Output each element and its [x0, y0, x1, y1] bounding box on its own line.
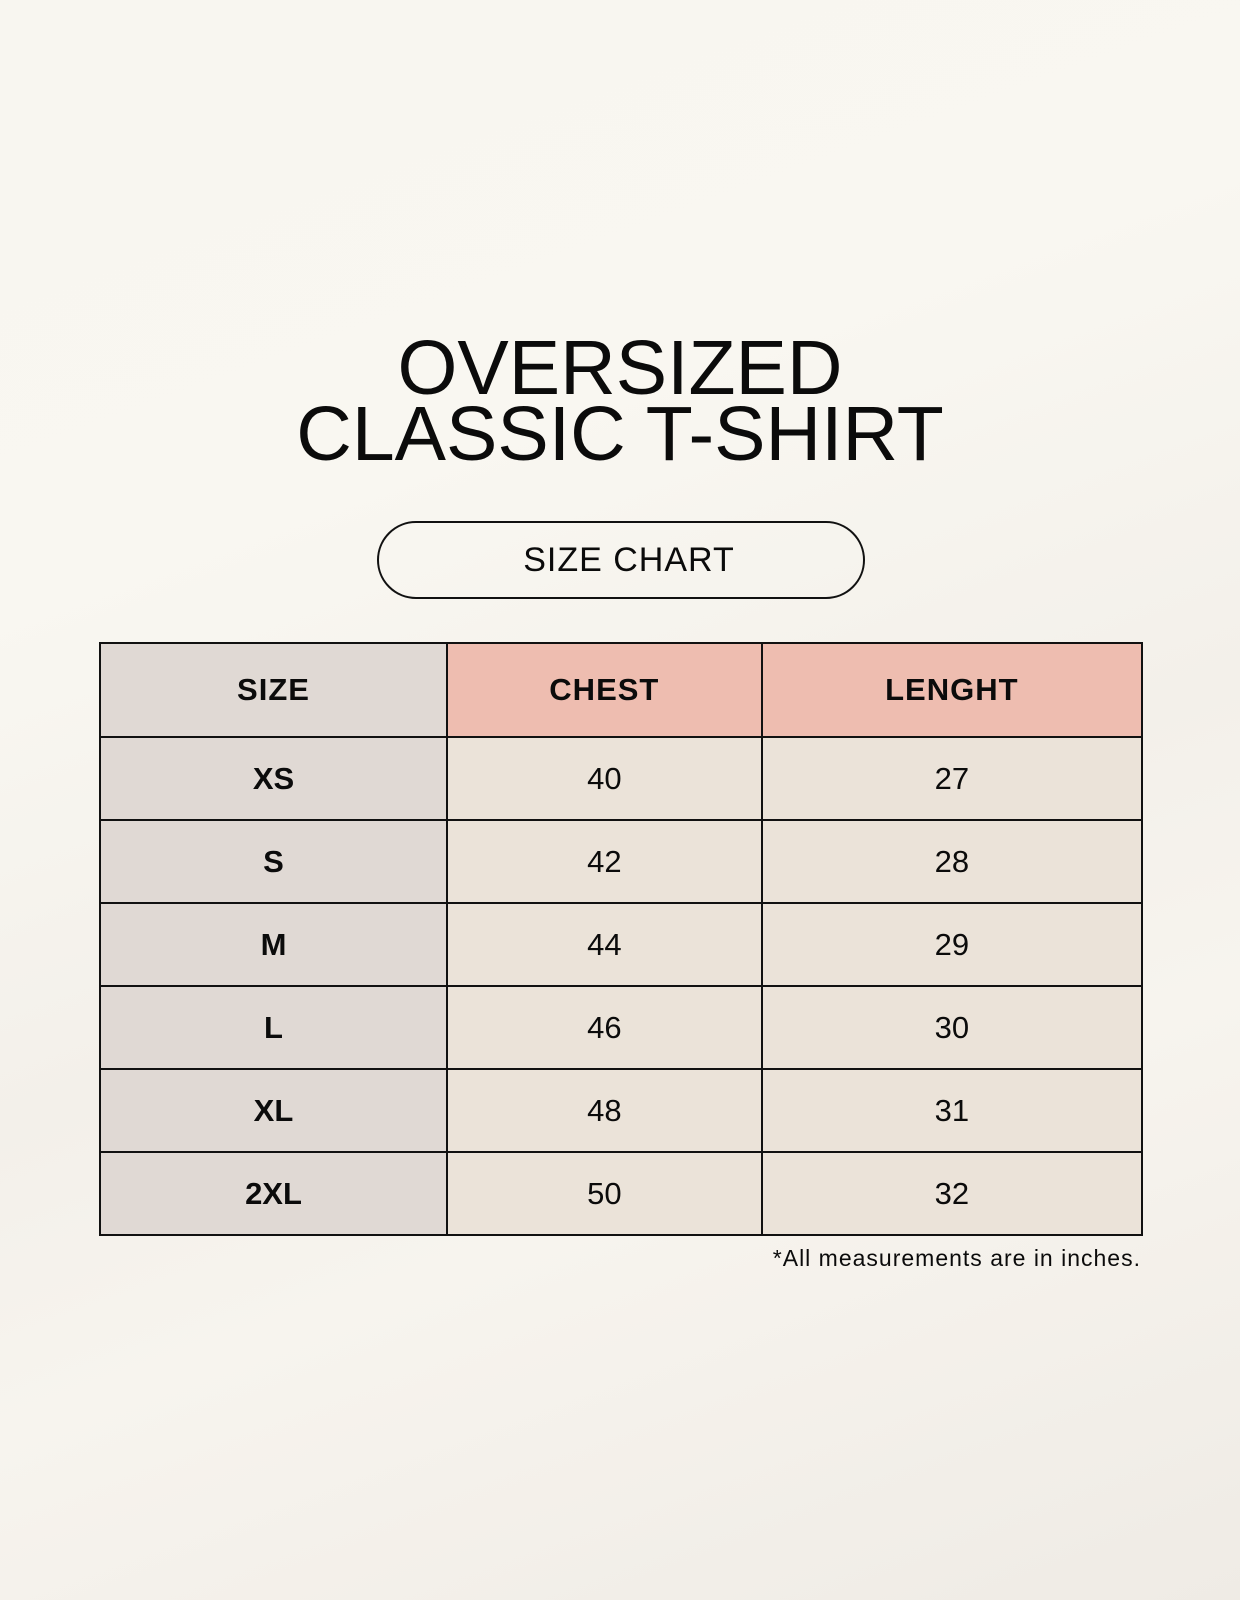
cell-length: 32: [760, 1151, 1144, 1236]
page-title: OVERSIZED CLASSIC T-SHIRT: [0, 325, 1240, 477]
header-chest: CHEST: [445, 642, 763, 738]
table-row: 2XL 50 32: [99, 1151, 1144, 1236]
cell-chest: 46: [445, 985, 763, 1070]
footnote: *All measurements are in inches.: [772, 1245, 1141, 1271]
header-size: SIZE: [99, 642, 448, 738]
title-line-1: OVERSIZED: [397, 325, 843, 411]
header-length: LENGHT: [760, 642, 1144, 738]
cell-size: 2XL: [99, 1151, 448, 1236]
cell-chest: 48: [445, 1068, 763, 1153]
cell-size: XL: [99, 1068, 448, 1153]
cell-chest: 42: [445, 819, 763, 904]
table-row: M 44 29: [99, 902, 1144, 987]
cell-length: 31: [760, 1068, 1144, 1153]
cell-length: 30: [760, 985, 1144, 1070]
cell-length: 27: [760, 736, 1144, 821]
cell-size: S: [99, 819, 448, 904]
cell-size: XS: [99, 736, 448, 821]
cell-length: 29: [760, 902, 1144, 987]
title-line-2: CLASSIC T-SHIRT: [296, 391, 944, 477]
cell-size: M: [99, 902, 448, 987]
cell-chest: 44: [445, 902, 763, 987]
size-chart-table: SIZE CHEST LENGHT XS 40 27 S 42 28 M 44 29 L 46 30 X…: [99, 642, 1144, 1236]
cell-chest: 40: [445, 736, 763, 821]
table-header-row: SIZE CHEST LENGHT: [99, 642, 1144, 738]
cell-chest: 50: [445, 1151, 763, 1236]
table-row: S 42 28: [99, 819, 1144, 904]
cell-size: L: [99, 985, 448, 1070]
table-row: XS 40 27: [99, 736, 1144, 821]
table-row: L 46 30: [99, 985, 1144, 1070]
cell-length: 28: [760, 819, 1144, 904]
size-chart-badge: SIZE CHART: [377, 521, 865, 599]
table-row: XL 48 31: [99, 1068, 1144, 1153]
